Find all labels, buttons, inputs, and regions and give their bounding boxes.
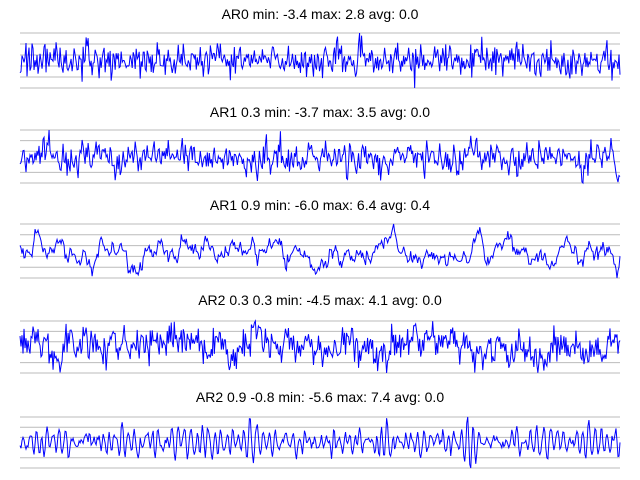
panel-title-ar2-0.9-neg0.8: AR2 0.9 -0.8 min: -5.6 max: 7.4 avg: 0.0 bbox=[195, 389, 445, 405]
plot-panel-1 bbox=[19, 129, 621, 185]
panel-title-ar0: AR0 min: -3.4 max: 2.8 avg: 0.0 bbox=[221, 6, 419, 22]
plot-panel-2 bbox=[19, 223, 621, 279]
series-line bbox=[19, 129, 621, 185]
plot-panel-3 bbox=[19, 319, 621, 374]
series-line bbox=[19, 32, 621, 89]
series-line bbox=[19, 416, 621, 469]
panel-title-ar1-0.9: AR1 0.9 min: -6.0 max: 6.4 avg: 0.4 bbox=[209, 197, 431, 213]
plot-panel-0 bbox=[19, 32, 621, 89]
plot-panel-4 bbox=[19, 416, 621, 469]
series-line bbox=[19, 319, 621, 374]
panel-title-ar1-0.3: AR1 0.3 min: -3.7 max: 3.5 avg: 0.0 bbox=[209, 104, 431, 120]
panel-title-ar2-0.3-0.3: AR2 0.3 0.3 min: -4.5 max: 4.1 avg: 0.0 bbox=[198, 292, 442, 308]
series-line bbox=[19, 223, 621, 279]
